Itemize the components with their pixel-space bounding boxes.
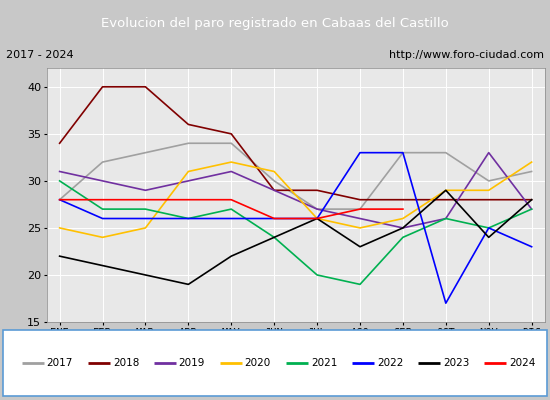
- Text: 2019: 2019: [179, 358, 205, 368]
- Text: 2020: 2020: [245, 358, 271, 368]
- Text: 2024: 2024: [509, 358, 535, 368]
- Text: Evolucion del paro registrado en Cabaas del Castillo: Evolucion del paro registrado en Cabaas …: [101, 16, 449, 30]
- Text: 2023: 2023: [443, 358, 469, 368]
- Text: 2021: 2021: [311, 358, 337, 368]
- Text: 2018: 2018: [113, 358, 139, 368]
- Text: 2022: 2022: [377, 358, 403, 368]
- Text: 2017: 2017: [47, 358, 73, 368]
- FancyBboxPatch shape: [3, 330, 547, 396]
- Text: 2017 - 2024: 2017 - 2024: [6, 50, 73, 60]
- Text: http://www.foro-ciudad.com: http://www.foro-ciudad.com: [389, 50, 544, 60]
